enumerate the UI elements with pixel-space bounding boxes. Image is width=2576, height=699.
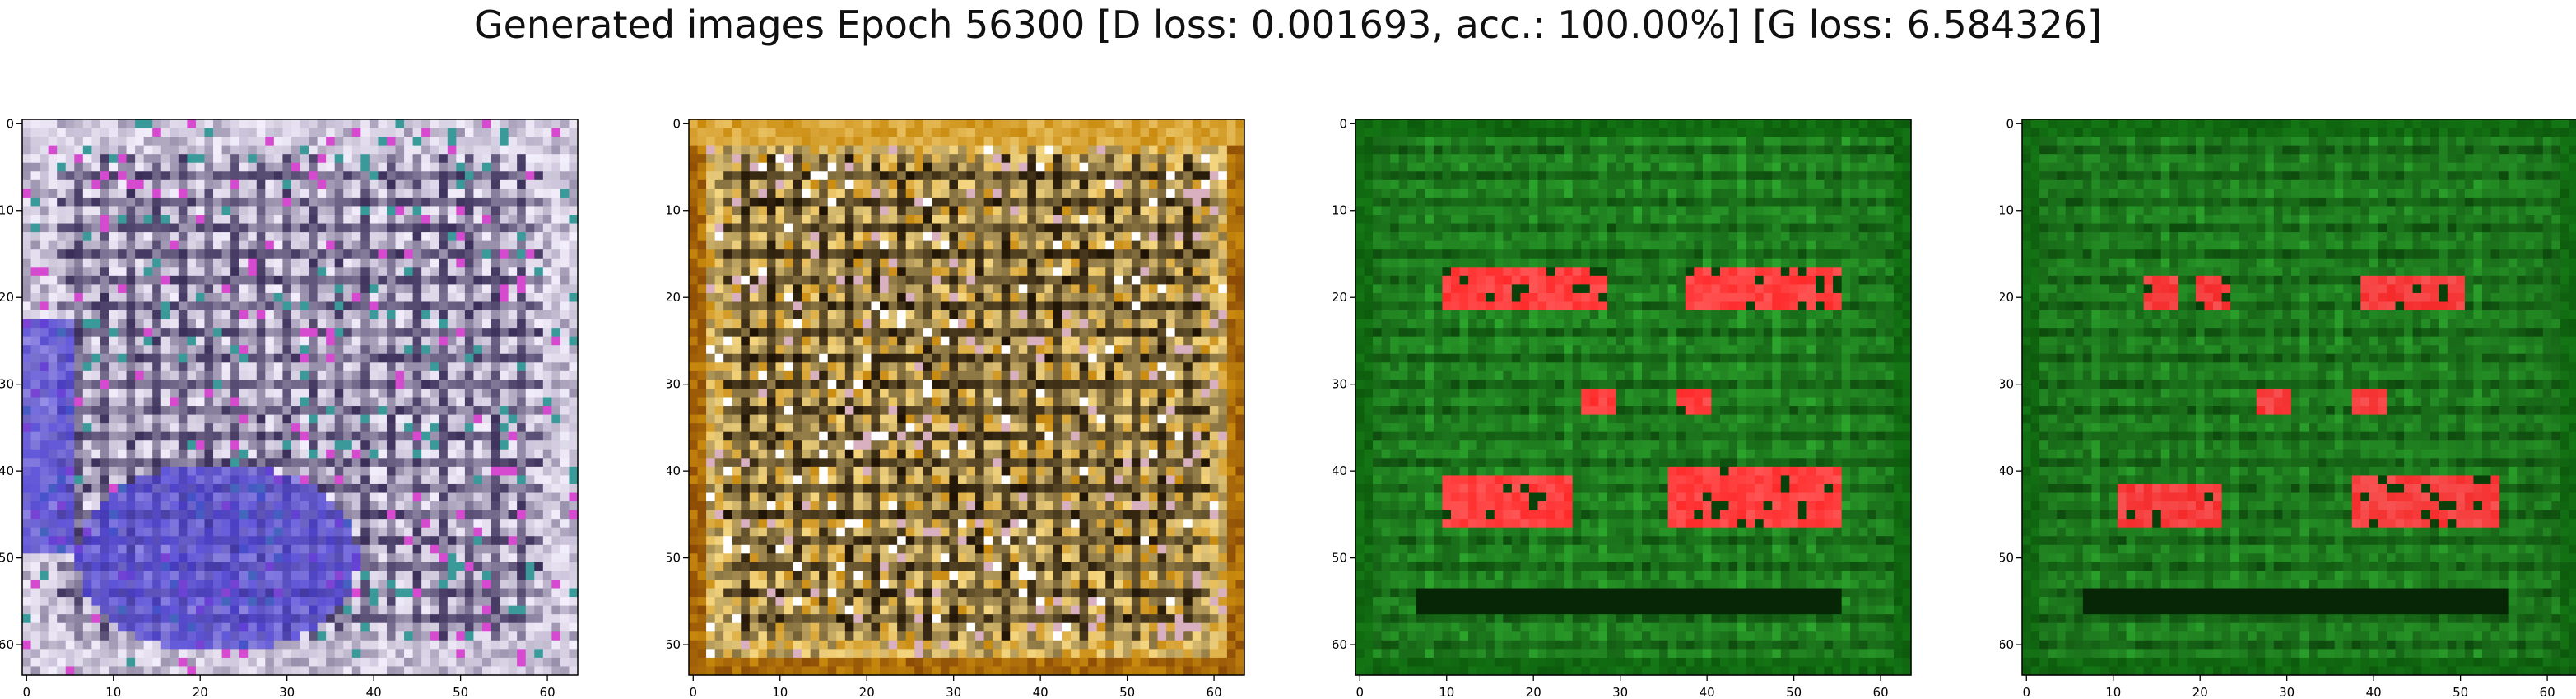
heatmap-cells <box>2022 119 2576 676</box>
y-tick-label: 10 <box>667 203 681 218</box>
y-tick-label: 50 <box>1333 551 1347 566</box>
y-tick-label: 60 <box>1333 637 1347 652</box>
heatmap-cells <box>22 119 579 676</box>
x-tick-label: 50 <box>1786 685 1802 696</box>
y-tick-label: 40 <box>1333 464 1347 478</box>
y-tick-label: 0 <box>2006 116 2014 131</box>
x-tick-label: 10 <box>1439 685 1454 696</box>
x-tick-label: 30 <box>279 685 295 696</box>
y-tick-label: 50 <box>2000 551 2014 566</box>
y-tick-label: 30 <box>0 377 14 392</box>
panel-3: 0 10 20 30 40 50 60 0 10 20 30 40 50 60 <box>1333 111 1926 699</box>
heatmap-cells <box>1355 119 1912 676</box>
x-tick-label: 40 <box>366 685 382 696</box>
y-tick-label: 10 <box>2000 203 2014 218</box>
y-tick-label: 40 <box>667 464 681 478</box>
y-tick-label: 50 <box>0 551 14 566</box>
heatmap-4: 0 10 20 30 40 50 60 0 10 20 30 40 50 60 <box>2000 111 2576 696</box>
x-tick-label: 10 <box>105 685 121 696</box>
x-tick-label: 40 <box>2366 685 2382 696</box>
y-tick-label: 60 <box>667 637 681 652</box>
y-tick-label: 0 <box>672 116 681 131</box>
y-tick-label: 60 <box>2000 637 2014 652</box>
x-tick-label: 50 <box>1119 685 1135 696</box>
x-tick-label: 0 <box>2023 685 2031 696</box>
y-tick-label: 60 <box>0 637 14 652</box>
x-tick-label: 40 <box>1033 685 1049 696</box>
x-tick-label: 60 <box>1207 685 1222 696</box>
x-tick-label: 50 <box>453 685 468 696</box>
y-tick-label: 30 <box>1333 377 1347 392</box>
y-tick-label: 40 <box>0 464 14 478</box>
y-tick-label: 10 <box>0 203 14 218</box>
x-tick-label: 30 <box>1612 685 1628 696</box>
x-tick-label: 0 <box>1356 685 1365 696</box>
panel-4: 0 10 20 30 40 50 60 0 10 20 30 40 50 60 <box>2000 111 2576 699</box>
heatmap-1: 0 10 20 30 40 50 60 0 10 20 30 40 50 60 <box>0 111 593 696</box>
x-tick-label: 20 <box>193 685 208 696</box>
x-tick-label: 20 <box>859 685 875 696</box>
x-tick-label: 50 <box>2453 685 2468 696</box>
heatmap-3: 0 10 20 30 40 50 60 0 10 20 30 40 50 60 <box>1333 111 1926 696</box>
y-tick-label: 20 <box>667 290 681 305</box>
y-tick-label: 10 <box>1333 203 1347 218</box>
y-tick-label: 30 <box>2000 377 2014 392</box>
y-tick-label: 40 <box>2000 464 2014 478</box>
panel-1: 0 10 20 30 40 50 60 0 10 20 30 40 50 60 <box>0 111 593 699</box>
y-tick-label: 20 <box>0 290 14 305</box>
x-tick-label: 60 <box>540 685 556 696</box>
figure-title: Generated images Epoch 56300 [D loss: 0.… <box>0 0 2576 49</box>
x-tick-label: 10 <box>772 685 788 696</box>
x-tick-label: 60 <box>1873 685 1889 696</box>
heatmap-cells <box>689 119 1245 676</box>
x-tick-label: 20 <box>1526 685 1541 696</box>
y-tick-label: 0 <box>1339 116 1347 131</box>
x-tick-label: 20 <box>2192 685 2208 696</box>
x-tick-label: 60 <box>2540 685 2555 696</box>
y-tick-label: 20 <box>1333 290 1347 305</box>
x-tick-label: 30 <box>946 685 961 696</box>
x-tick-label: 40 <box>1700 685 1715 696</box>
x-tick-label: 30 <box>2279 685 2295 696</box>
x-tick-label: 0 <box>23 685 31 696</box>
y-tick-label: 30 <box>667 377 681 392</box>
x-tick-label: 0 <box>690 685 698 696</box>
x-tick-label: 10 <box>2105 685 2121 696</box>
y-tick-label: 20 <box>2000 290 2014 305</box>
panel-2: 0 10 20 30 40 50 60 0 10 20 30 40 50 60 <box>667 111 1259 699</box>
y-tick-label: 0 <box>6 116 14 131</box>
y-tick-label: 50 <box>667 551 681 566</box>
heatmap-2: 0 10 20 30 40 50 60 0 10 20 30 40 50 60 <box>667 111 1259 696</box>
